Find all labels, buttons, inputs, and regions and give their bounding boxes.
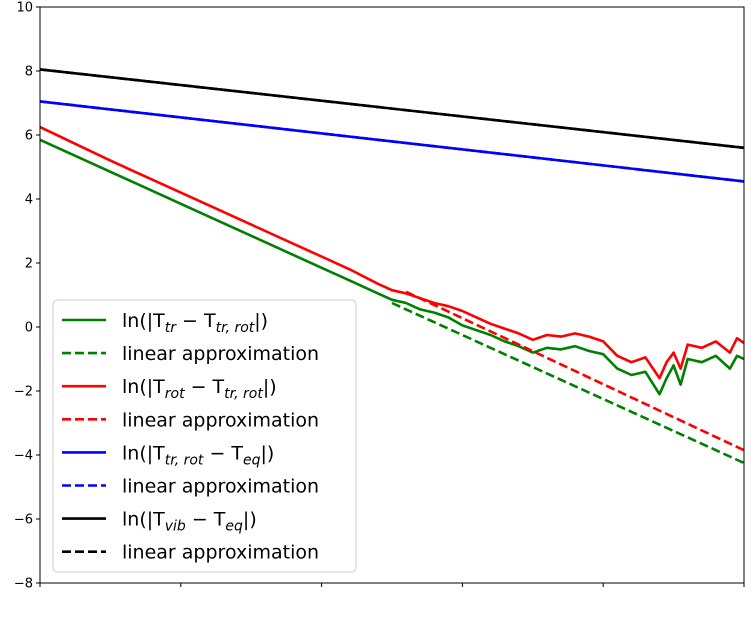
legend-label-part-end: |) — [254, 310, 268, 332]
legend-label-part-mid: − T — [203, 442, 243, 464]
y-tick-label: 2 — [25, 257, 33, 272]
legend-label-6: ln(|Tvib − Teq|) — [122, 509, 257, 535]
legend-label-part-sub1: vib — [165, 519, 186, 535]
legend-label-1: linear approximation — [122, 343, 319, 365]
legend-label-part-mid: − T — [186, 509, 226, 531]
legend-label-3: linear approximation — [122, 409, 319, 431]
y-tick-label: 10 — [16, 1, 33, 16]
legend-label-part-sub1: tr — [165, 320, 177, 336]
legend-label-part-mid: − T — [176, 310, 216, 332]
y-tick-label: 4 — [25, 193, 33, 208]
legend-label-part-sub2: tr, rot — [224, 386, 263, 402]
legend-label-0: ln(|Ttr − Ttr, rot|) — [122, 310, 268, 336]
legend-label-part-end: |) — [243, 509, 257, 531]
legend-label-2: ln(|Trot − Ttr, rot|) — [122, 376, 277, 402]
legend: ln(|Ttr − Ttr, rot|)linear approximation… — [52, 299, 357, 573]
y-tick-label: 6 — [25, 129, 33, 144]
series-line-2 — [40, 125, 744, 380]
y-tick-label: 0 — [25, 321, 33, 336]
series-line-7 — [40, 68, 744, 150]
legend-box — [52, 299, 357, 573]
legend-label-part-base: ln(|T — [122, 376, 165, 398]
series-line-5 — [40, 100, 744, 183]
legend-label-part-base: ln(|T — [122, 442, 165, 464]
legend-label-part-end: |) — [263, 376, 277, 398]
y-tick-label: −6 — [14, 513, 33, 528]
plot-frame — [39, 6, 745, 584]
series-line-0 — [40, 138, 744, 396]
y-tick-label: −8 — [14, 577, 33, 592]
legend-label-part-end: |) — [261, 442, 275, 464]
legend-label-part-sub2: tr, rot — [216, 320, 255, 336]
series-layer — [40, 68, 744, 465]
y-tick-label: 8 — [25, 65, 33, 80]
y-tick-label: −2 — [14, 385, 33, 400]
legend-label-part-base: ln(|T — [122, 509, 165, 531]
legend-label-5: linear approximation — [122, 476, 319, 498]
legend-label-part-sub1: tr, rot — [165, 452, 204, 468]
axes: −8 −6 −4 −2 0 2 4 6 8 10 — [14, 1, 745, 592]
legend-label-part-base: ln(|T — [122, 310, 165, 332]
legend-label-7: linear approximation — [122, 542, 319, 564]
legend-label-part-mid: − T — [185, 376, 225, 398]
legend-label-part-sub1: rot — [165, 386, 185, 402]
legend-label-part-sub2: eq — [243, 452, 261, 468]
series-line-3 — [405, 290, 744, 452]
series-line-1 — [391, 301, 744, 465]
legend-label-4: ln(|Ttr, rot − Teq|) — [122, 442, 274, 468]
legend-label-part-sub2: eq — [225, 519, 243, 535]
y-tick-label: −4 — [14, 449, 33, 464]
